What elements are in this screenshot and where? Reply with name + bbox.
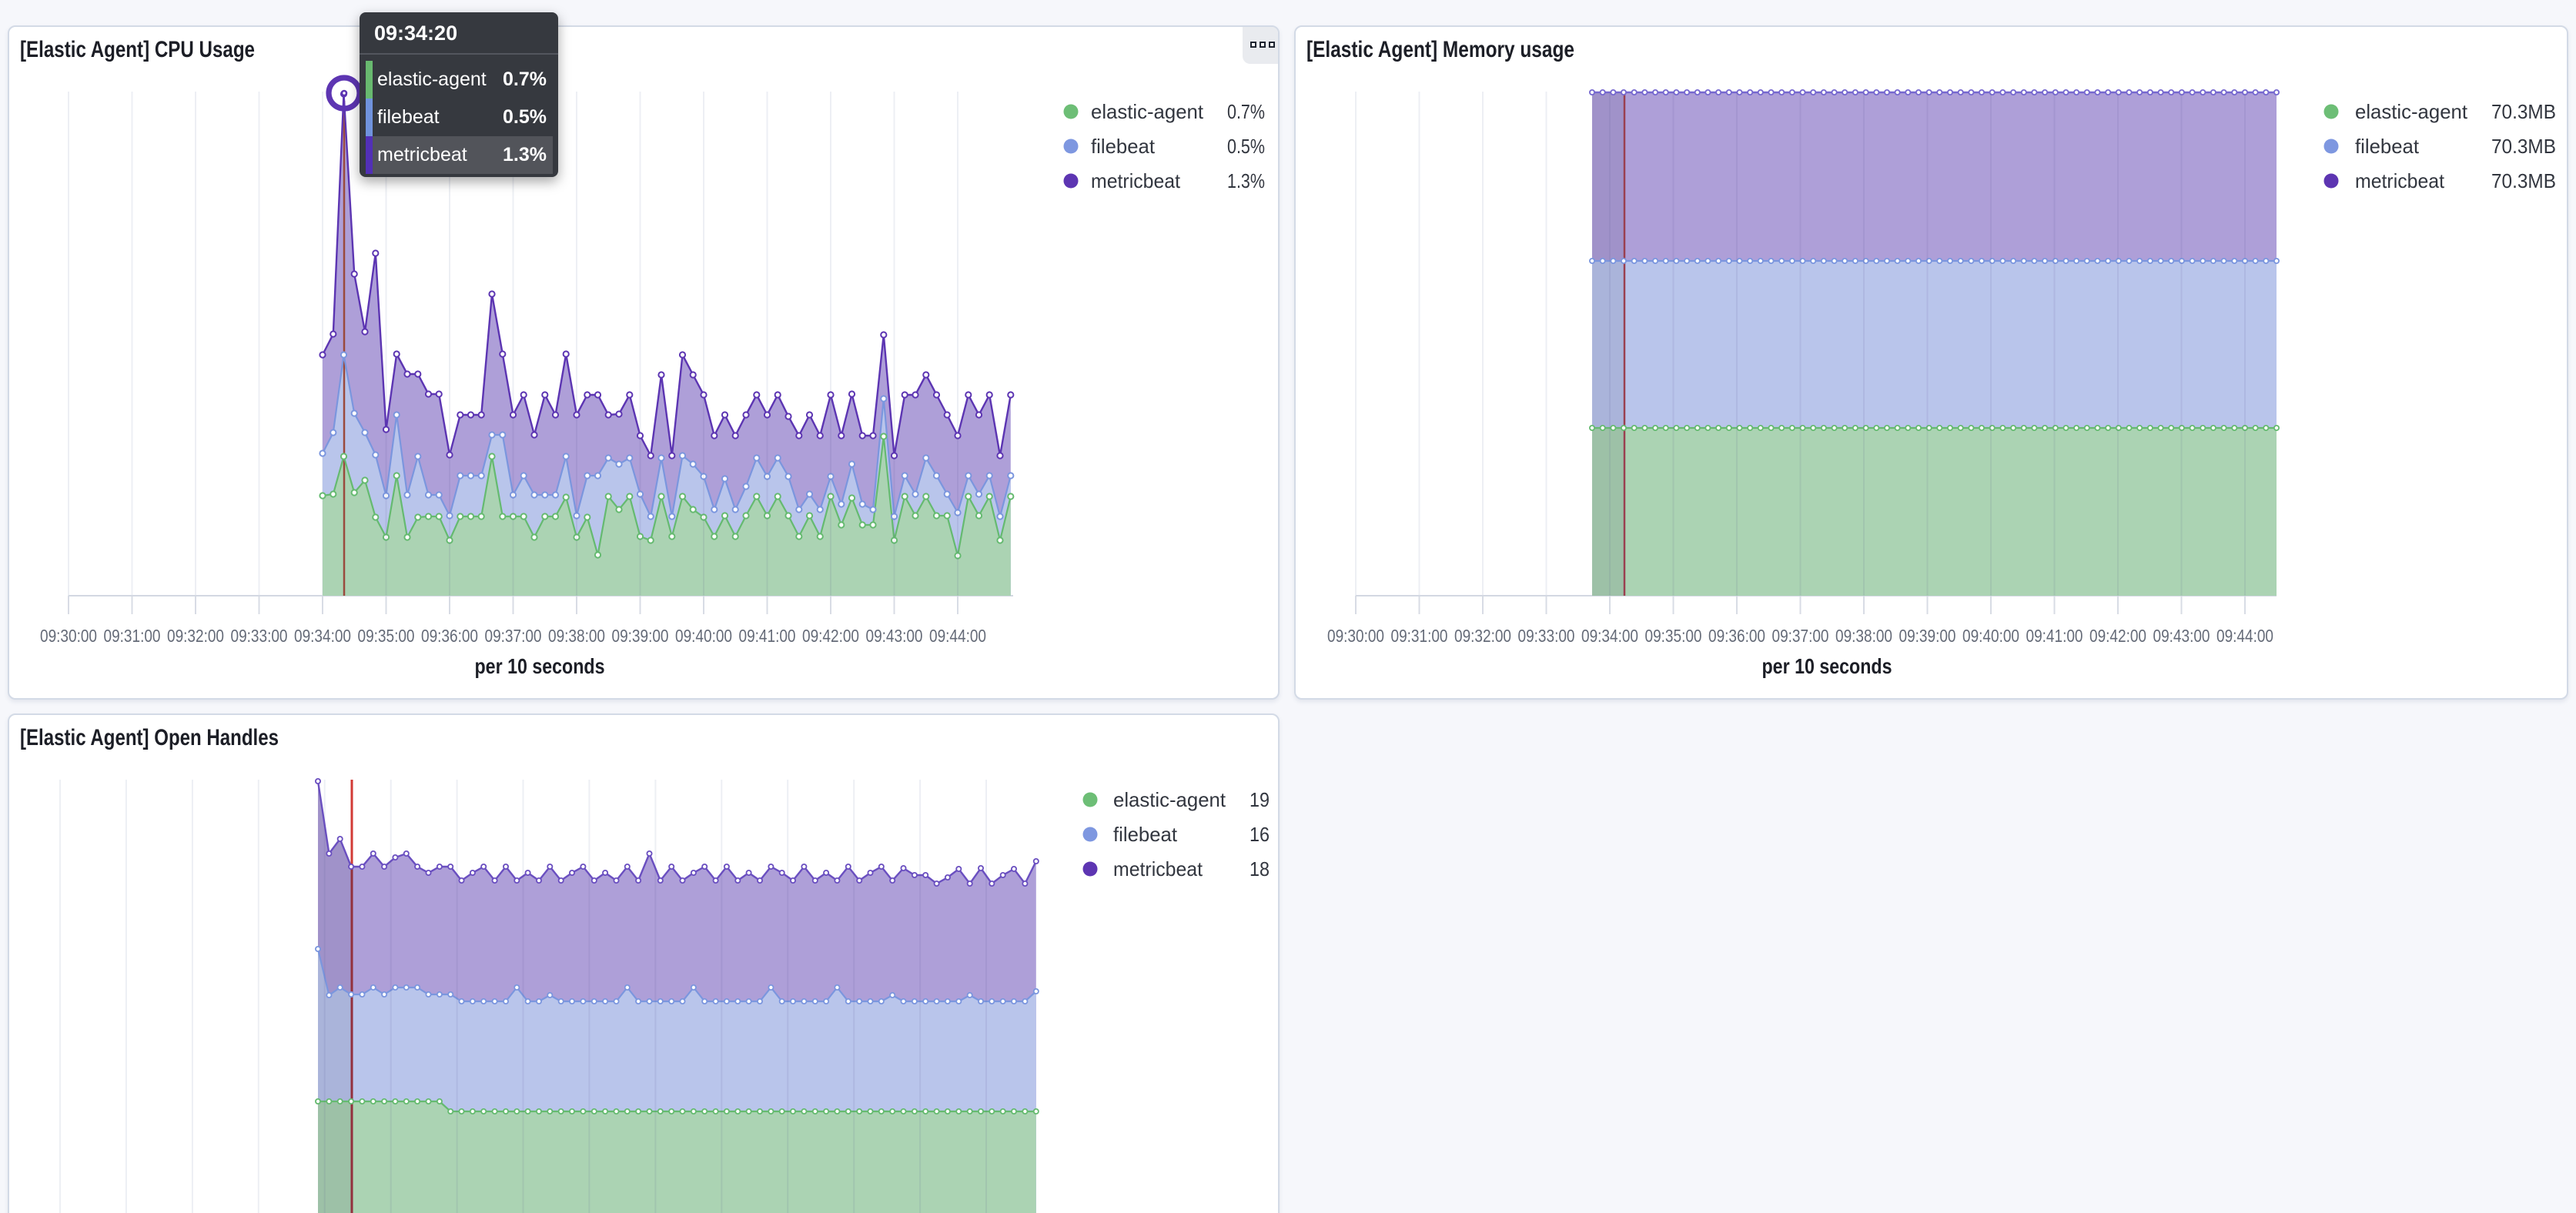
svg-text:70.3MB: 70.3MB	[2491, 135, 2556, 158]
svg-text:filebeat: filebeat	[1113, 823, 1178, 846]
svg-text:09:38:00: 09:38:00	[548, 626, 605, 646]
svg-text:70.3MB: 70.3MB	[2491, 169, 2556, 192]
svg-text:metricbeat: metricbeat	[1113, 857, 1203, 881]
svg-text:09:41:00: 09:41:00	[2026, 626, 2083, 646]
svg-text:1.3%: 1.3%	[1227, 169, 1265, 192]
svg-text:0.5%: 0.5%	[1227, 135, 1265, 158]
svg-text:09:40:00: 09:40:00	[675, 626, 732, 646]
svg-text:09:39:00: 09:39:00	[1899, 626, 1956, 646]
svg-text:metricbeat: metricbeat	[1091, 169, 1181, 192]
svg-text:09:36:00: 09:36:00	[421, 626, 478, 646]
svg-text:19: 19	[1250, 788, 1270, 811]
svg-text:09:43:00: 09:43:00	[866, 626, 923, 646]
svg-text:09:30:00: 09:30:00	[1327, 626, 1384, 646]
svg-text:elastic-agent: elastic-agent	[1091, 100, 1204, 123]
svg-text:09:35:00: 09:35:00	[1645, 626, 1702, 646]
svg-text:09:44:00: 09:44:00	[2216, 626, 2273, 646]
svg-text:70.3MB: 70.3MB	[2491, 100, 2556, 123]
svg-text:16: 16	[1250, 823, 1270, 846]
svg-text:09:32:00: 09:32:00	[1454, 626, 1511, 646]
svg-text:filebeat: filebeat	[2355, 135, 2420, 158]
svg-text:elastic-agent: elastic-agent	[1113, 788, 1226, 811]
svg-text:09:33:00: 09:33:00	[1518, 626, 1575, 646]
svg-text:09:40:00: 09:40:00	[1962, 626, 2019, 646]
svg-text:09:31:00: 09:31:00	[1391, 626, 1448, 646]
svg-text:09:30:00: 09:30:00	[40, 626, 97, 646]
svg-text:metricbeat: metricbeat	[2355, 169, 2445, 192]
svg-text:0.7%: 0.7%	[1227, 100, 1265, 123]
svg-text:09:41:00: 09:41:00	[739, 626, 796, 646]
svg-text:09:31:00: 09:31:00	[104, 626, 161, 646]
svg-text:09:42:00: 09:42:00	[802, 626, 859, 646]
svg-text:09:36:00: 09:36:00	[1708, 626, 1765, 646]
svg-text:elastic-agent: elastic-agent	[2355, 100, 2468, 123]
svg-text:[Elastic Agent] Open Handles: [Elastic Agent] Open Handles	[20, 725, 279, 750]
svg-text:09:37:00: 09:37:00	[1772, 626, 1829, 646]
svg-text:09:32:00: 09:32:00	[167, 626, 224, 646]
svg-text:09:39:00: 09:39:00	[612, 626, 669, 646]
svg-text:09:37:00: 09:37:00	[485, 626, 542, 646]
svg-text:09:35:00: 09:35:00	[358, 626, 415, 646]
svg-text:09:43:00: 09:43:00	[2153, 626, 2210, 646]
svg-text:per 10 seconds: per 10 seconds	[1762, 654, 1892, 678]
svg-text:18: 18	[1250, 857, 1270, 881]
svg-text:per 10 seconds: per 10 seconds	[475, 654, 605, 678]
svg-text:[Elastic Agent] Memory usage: [Elastic Agent] Memory usage	[1306, 37, 1574, 62]
svg-text:filebeat: filebeat	[1091, 135, 1156, 158]
svg-text:09:42:00: 09:42:00	[2089, 626, 2146, 646]
svg-text:09:34:00: 09:34:00	[294, 626, 351, 646]
svg-text:09:38:00: 09:38:00	[1835, 626, 1892, 646]
svg-text:[Elastic Agent] CPU Usage: [Elastic Agent] CPU Usage	[20, 37, 255, 62]
svg-text:09:33:00: 09:33:00	[231, 626, 288, 646]
svg-text:09:44:00: 09:44:00	[929, 626, 986, 646]
svg-text:09:34:00: 09:34:00	[1581, 626, 1638, 646]
